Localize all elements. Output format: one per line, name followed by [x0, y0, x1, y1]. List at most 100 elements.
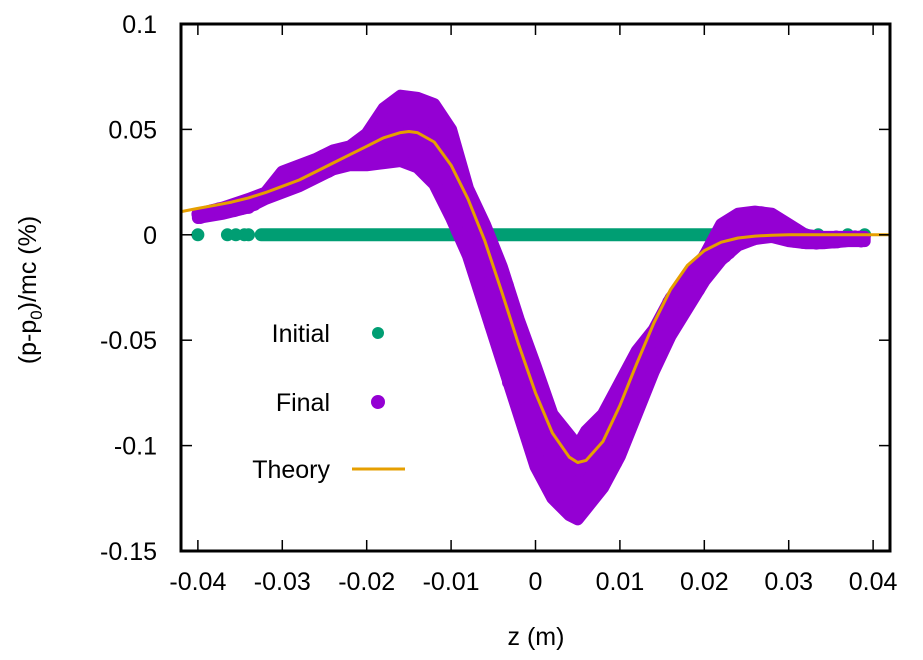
series-layer — [181, 89, 890, 526]
x-axis-label: z (m) — [508, 623, 565, 651]
legend: Initial Final Theory — [252, 320, 405, 484]
final-point — [698, 260, 712, 274]
x-tick-label: -0.02 — [338, 568, 395, 596]
final-point — [433, 131, 447, 145]
x-tick-label: -0.01 — [423, 568, 480, 596]
final-point — [196, 209, 210, 223]
legend-marker-initial — [372, 327, 384, 339]
x-tick-labels: -0.04 -0.03 -0.02 -0.01 0 0.01 0.02 0.03 0.04 — [169, 568, 897, 596]
final-point — [589, 482, 603, 496]
final-point — [555, 468, 569, 482]
final-point — [430, 103, 444, 117]
final-point — [315, 150, 329, 164]
final-point — [481, 301, 495, 315]
final-point — [760, 221, 774, 235]
final-point — [609, 456, 623, 470]
initial-point — [191, 228, 205, 242]
legend-label-theory: Theory — [252, 456, 330, 484]
y-axis-label: (p-p0)/mc (%) — [14, 216, 46, 364]
final-point — [435, 166, 449, 180]
y-axis-label-main: (p-p — [14, 320, 42, 364]
final-point — [460, 244, 474, 258]
final-point — [660, 307, 674, 321]
x-tick-label: 0.03 — [764, 568, 813, 596]
x-tick-label: -0.03 — [254, 568, 311, 596]
final-point — [635, 381, 649, 395]
final-point — [838, 234, 852, 248]
final-point — [674, 289, 688, 303]
final-point — [621, 419, 635, 433]
final-point — [500, 278, 514, 292]
final-point — [612, 439, 626, 453]
legend-item-initial[interactable]: Initial — [272, 320, 384, 348]
final-point — [350, 135, 364, 149]
final-point — [620, 403, 634, 417]
final-point — [395, 153, 409, 167]
theory-line — [181, 130, 890, 464]
legend-marker-final — [371, 395, 385, 409]
final-point — [586, 463, 600, 477]
legend-item-final[interactable]: Final — [276, 389, 385, 417]
final-point — [427, 149, 441, 163]
final-point — [601, 441, 615, 455]
final-point — [497, 326, 511, 340]
final-point — [403, 138, 417, 152]
x-tick-label: 0.01 — [596, 568, 645, 596]
final-point — [419, 103, 433, 117]
final-point — [719, 227, 733, 241]
final-point — [579, 428, 593, 442]
final-point — [440, 142, 454, 156]
final-point — [451, 211, 465, 225]
legend-label-initial: Initial — [272, 320, 330, 348]
final-point — [396, 94, 410, 108]
legend-item-theory[interactable]: Theory — [252, 456, 405, 484]
final-point — [354, 154, 368, 168]
final-point — [512, 365, 526, 379]
x-tick-label: -0.04 — [169, 568, 226, 596]
final-point — [512, 385, 526, 399]
ticks-layer — [181, 23, 890, 552]
x-tick-label: 0.04 — [849, 568, 898, 596]
y-tick-label: 0.1 — [122, 11, 157, 39]
final-point — [527, 400, 541, 414]
plot-frame — [179, 22, 892, 553]
final-point — [691, 283, 705, 297]
final-point — [536, 438, 550, 452]
final-point — [489, 310, 503, 324]
y-tick-label: -0.05 — [100, 327, 157, 355]
y-axis-label-rest: )/mc (%) — [14, 216, 42, 310]
final-point — [548, 457, 562, 471]
final-point — [748, 213, 762, 227]
y-axis-label-subscript: 0 — [27, 310, 46, 319]
final-point — [725, 216, 739, 230]
final-point — [413, 118, 427, 132]
final-point — [372, 150, 386, 164]
final-point — [530, 451, 544, 465]
final-point — [450, 224, 464, 238]
y-tick-labels: 0.1 0.05 0 -0.05 -0.1 -0.15 — [100, 11, 157, 566]
final-point — [632, 396, 646, 410]
final-point — [249, 196, 263, 210]
final-point — [390, 120, 404, 134]
final-point — [569, 495, 583, 509]
final-point — [502, 375, 516, 389]
final-point — [483, 275, 497, 289]
y-tick-label: -0.15 — [100, 538, 157, 566]
y-tick-label: -0.1 — [114, 433, 157, 461]
initial-point — [242, 228, 256, 242]
y-tick-label: 0 — [143, 222, 157, 250]
final-point — [718, 249, 732, 263]
final-point — [226, 201, 240, 215]
final-point — [576, 444, 590, 458]
final-point — [523, 439, 537, 453]
final-point — [524, 421, 538, 435]
final-point — [276, 166, 290, 180]
final-point — [360, 130, 374, 144]
x-tick-label: 0.02 — [680, 568, 729, 596]
final-point — [572, 463, 586, 477]
final-point — [402, 117, 416, 131]
series-final — [191, 89, 871, 526]
final-point — [530, 460, 544, 474]
x-tick-label: 0 — [529, 568, 543, 596]
